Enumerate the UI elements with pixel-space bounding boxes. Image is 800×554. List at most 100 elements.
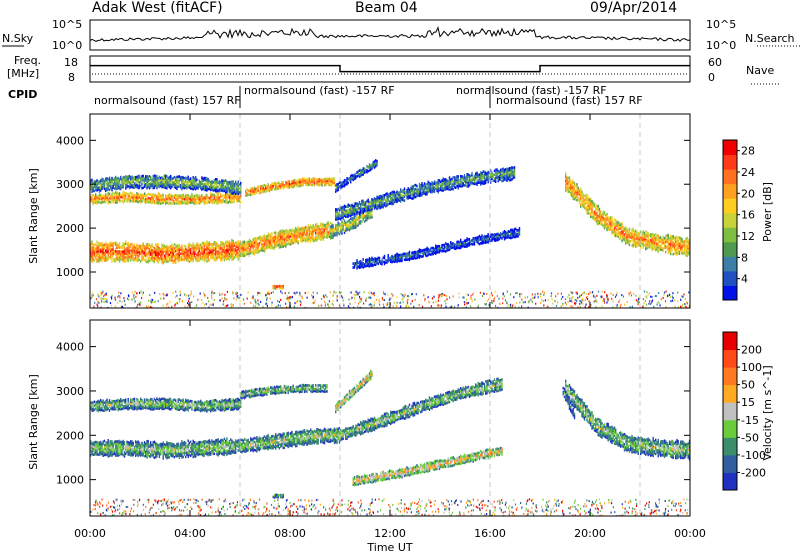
velocity-colorbar-tick-4: -15	[741, 414, 759, 427]
x-axis: 00:00 04:00 08:00 12:00 16:00 20:00 00:00	[74, 114, 706, 540]
xtick-2: 08:00	[274, 527, 306, 540]
velocity-colorbar-swatch-5	[723, 384, 737, 403]
velocity-colorbar-swatch-8	[723, 332, 737, 351]
power-echo-band-11	[272, 284, 284, 290]
power-colorbar-swatch-7	[723, 183, 737, 199]
velocity-heatmap	[90, 369, 690, 516]
velocity-colorbar-tick-7: -200	[741, 466, 766, 479]
velocity-colorbar-swatch-0	[723, 472, 737, 491]
power-ytick-4000: 4000	[56, 134, 84, 147]
power-ylabel: Slant Range [km]	[27, 168, 40, 264]
power-echo-band-7	[335, 166, 516, 221]
noise-left-tick-bottom: 10^0	[52, 39, 82, 52]
power-echo-band-2	[240, 221, 333, 258]
velocity-ylabel: Slant Range [km]	[27, 374, 40, 470]
velocity-echo-band-10	[562, 386, 576, 420]
velocity-colorbar-tick-0: 200	[741, 344, 762, 357]
velocity-colorbar-tick-6: -100	[741, 449, 766, 462]
velocity-ytick-1000: 1000	[56, 474, 84, 487]
cpid-seg-4: normalsound (fast) 157 RF	[496, 94, 643, 107]
power-echo-band-8	[352, 227, 521, 270]
noise-right-tick-bottom: 10^0	[706, 39, 736, 52]
freq-label-1: Freq.	[14, 54, 41, 67]
power-echo-band-9	[335, 159, 378, 193]
power-ground-speckle	[90, 290, 690, 308]
velocity-colorbar-swatch-7	[723, 349, 737, 368]
nave-label: Nave	[746, 64, 774, 77]
xtick-3: 12:00	[374, 527, 406, 540]
cpid-seg-1: normalsound (fast) 157 RF	[94, 94, 241, 107]
noise-left-tick-top: 10^5	[52, 18, 82, 31]
power-colorbar-tick-5: 24	[741, 166, 755, 179]
velocity-colorbar: 200 100 50 15 -15 -50 -100 -200	[722, 331, 766, 491]
xtick-6: 00:00	[674, 527, 706, 540]
velocity-colorbar-tick-2: 50	[741, 379, 755, 392]
power-colorbar-tick-2: 12	[741, 230, 755, 243]
velocity-echo-band-7	[335, 369, 373, 414]
velocity-echo-band-6	[352, 446, 503, 487]
velocity-echo-band-2	[240, 427, 341, 454]
noise-right-label: N.Search	[745, 32, 795, 45]
power-colorbar-swatch-9	[723, 154, 737, 170]
velocity-colorbar-swatch-6	[723, 367, 737, 386]
power-echo-band-4	[90, 190, 242, 206]
nave-tick-top: 60	[708, 56, 722, 69]
velocity-colorbar-swatch-2	[723, 437, 737, 456]
velocity-echo-band-5	[240, 383, 328, 400]
power-colorbar-tick-0: 4	[741, 273, 748, 286]
velocity-ytick-2000: 2000	[56, 429, 84, 442]
velocity-panel: 1000 2000 3000 4000 Slant Range [km]	[27, 319, 691, 517]
freq-line	[90, 64, 690, 73]
power-colorbar-swatch-2	[723, 256, 737, 272]
power-echo-band-6	[245, 177, 336, 197]
freq-tick-top: 18	[64, 56, 78, 69]
noise-right-tick-top: 10^5	[706, 18, 736, 31]
power-ytick-2000: 2000	[56, 222, 84, 235]
freq-panel: Freq. [MHz] Nave 18 8 60 0	[7, 54, 781, 85]
power-colorbar-label: Power [dB]	[761, 182, 774, 242]
velocity-colorbar-swatch-3	[723, 419, 737, 438]
x-axis-label: Time UT	[366, 541, 412, 554]
velocity-colorbar-tick-5: -50	[741, 431, 759, 444]
cpid-row: CPID normalsound (fast) 157 RF normalsou…	[8, 84, 643, 108]
velocity-echo-band-4	[90, 397, 242, 413]
freq-label-2: [MHz]	[7, 67, 39, 80]
velocity-guides	[239, 320, 641, 516]
power-colorbar-tick-3: 16	[741, 209, 755, 222]
power-echo-band-3	[330, 204, 373, 239]
xtick-1: 04:00	[174, 527, 206, 540]
power-panel: 1000 2000 3000 4000 Slant Range [km]	[27, 113, 691, 309]
noise-sky-line	[89, 26, 691, 42]
power-colorbar-swatch-10	[723, 140, 737, 156]
power-ytick-1000: 1000	[56, 266, 84, 279]
noise-trace	[89, 26, 691, 42]
velocity-echo-band-3	[340, 377, 503, 442]
velocity-colorbar-tick-3: 15	[741, 396, 755, 409]
beam-title: Beam 04	[355, 0, 418, 16]
power-echo-band-10	[565, 171, 690, 258]
power-echo-band-1	[90, 238, 242, 265]
power-colorbar-swatch-0	[723, 285, 737, 301]
xtick-5: 20:00	[574, 527, 606, 540]
power-colorbar-swatch-4	[723, 227, 737, 243]
noise-panel: N.Sky N.Search 10^5 10^0 10^5 10^0	[2, 18, 800, 52]
xtick-0: 00:00	[74, 527, 106, 540]
power-colorbar-tick-6: 28	[741, 145, 755, 158]
power-ytick-3000: 3000	[56, 178, 84, 191]
cpid-label: CPID	[8, 88, 37, 101]
xtick-4: 16:00	[474, 527, 506, 540]
velocity-colorbar-swatch-4	[723, 402, 737, 421]
power-colorbar-swatch-8	[723, 169, 737, 185]
velocity-y-axis: 1000 2000 3000 4000	[56, 341, 690, 487]
velocity-colorbar-label: Velocity [m s^-1]	[761, 365, 774, 460]
velocity-ytick-3000: 3000	[56, 385, 84, 398]
cpid-seg-2: normalsound (fast) -157 RF	[244, 84, 395, 97]
station-title: Adak West (fitACF)	[92, 0, 223, 16]
freq-tick-bottom: 8	[68, 71, 75, 84]
noise-left-label: N.Sky	[2, 32, 34, 45]
date-title: 09/Apr/2014	[590, 0, 677, 16]
power-colorbar-swatch-5	[723, 212, 737, 228]
cpid-seg-3: normalsound (fast) -157 RF	[456, 84, 607, 97]
power-colorbar-swatch-1	[723, 270, 737, 286]
